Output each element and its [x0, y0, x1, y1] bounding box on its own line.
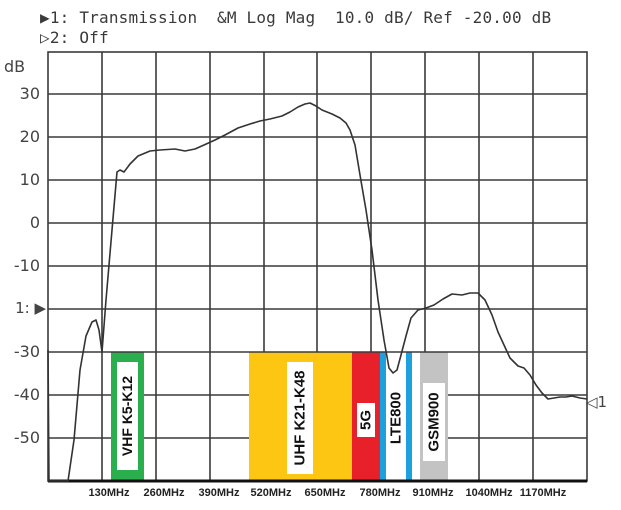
x-tick-390: 390MHz [198, 487, 240, 499]
y-tick-0: 0 [29, 213, 40, 232]
y-tick-minus30: -30 [13, 342, 40, 361]
band-label-gsm900: GSM900 [425, 392, 443, 452]
y-axis-unit: dB [4, 57, 26, 76]
band-label-uhf: UHF K21-K48 [291, 370, 309, 466]
band-label-vhf: VHF K5-K12 [119, 375, 135, 457]
band-5g [352, 352, 380, 481]
x-tick-650: 650MHz [304, 487, 346, 499]
x-tick-780: 780MHz [359, 487, 401, 499]
trace1-header: ▶1: Transmission &M Log Mag 10.0 dB/ Ref… [40, 8, 552, 27]
band-uhf [249, 352, 352, 481]
trace-end-marker: ◁1 [586, 393, 608, 411]
x-tick-1170: 1170MHz [519, 487, 567, 499]
y-tick-minus10: -10 [13, 256, 40, 275]
x-tick-1040: 1040MHz [465, 487, 513, 499]
x-tick-910: 910MHz [412, 487, 454, 499]
band-gsm900 [420, 352, 448, 481]
y-tick-20: 20 [19, 127, 40, 146]
x-tick-520: 520MHz [250, 487, 292, 499]
x-tick-260: 260MHz [143, 487, 185, 499]
band-vhf [111, 352, 144, 481]
y-tick-minus40: -40 [13, 385, 40, 404]
x-tick-130: 130MHz [88, 487, 130, 499]
grid [47, 51, 588, 482]
band-label-lte800: LTE800 [387, 391, 405, 445]
reference-marker: 1: ▶ [15, 299, 46, 317]
y-tick-10: 10 [19, 170, 40, 189]
y-tick-30: 30 [19, 84, 40, 103]
band-lte800 [380, 352, 412, 481]
trace2-header: ▷2: Off [40, 28, 109, 47]
transmission-trace [47, 102, 588, 482]
band-label-5g: 5G [357, 409, 375, 431]
y-tick-minus50: -50 [13, 428, 40, 447]
